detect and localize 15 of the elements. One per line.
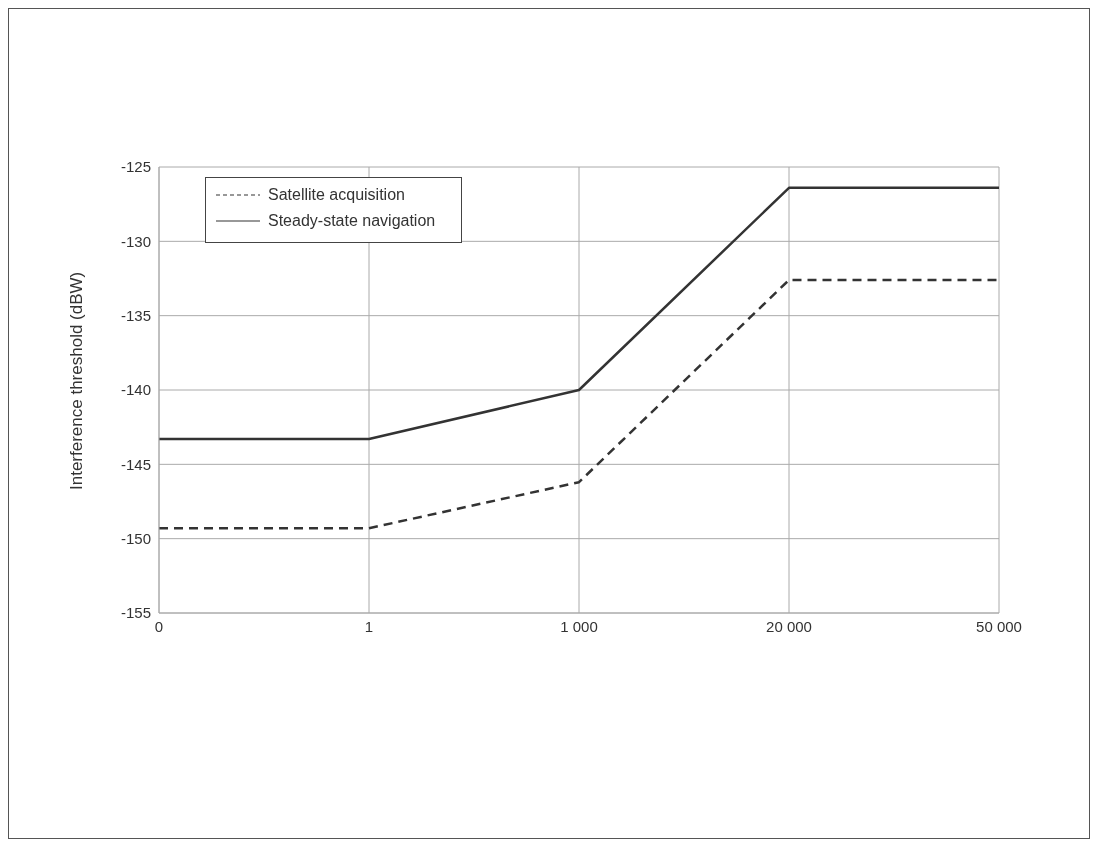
y-tick-label: -150 bbox=[120, 529, 151, 547]
legend-label: Satellite acquisition bbox=[267, 185, 406, 205]
y-tick-label: -125 bbox=[120, 158, 151, 176]
x-tick-label: 1 bbox=[364, 617, 374, 635]
y-tick-label: -135 bbox=[120, 306, 151, 324]
y-tick-label: -155 bbox=[120, 604, 151, 622]
legend-label: Steady-state navigation bbox=[267, 211, 436, 231]
y-tick-label: -140 bbox=[120, 381, 151, 399]
y-tick-label: -145 bbox=[120, 455, 151, 473]
x-tick-label: 50 000 bbox=[976, 617, 1022, 635]
x-tick-label: 20 000 bbox=[766, 617, 812, 635]
y-tick-label: -130 bbox=[120, 232, 151, 250]
x-tick-label: 0 bbox=[154, 617, 164, 635]
y-axis-title: Interference threshold (dBW) bbox=[67, 271, 87, 490]
x-tick-label: 1 000 bbox=[560, 617, 598, 635]
